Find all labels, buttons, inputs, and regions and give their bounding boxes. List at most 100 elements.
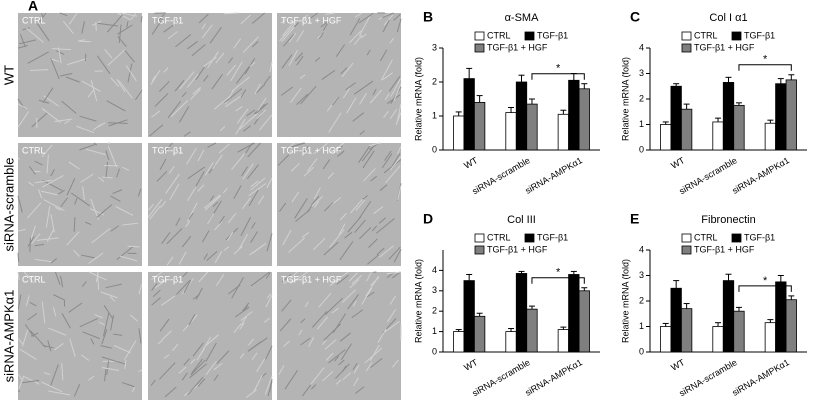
cell (250, 231, 258, 243)
cell (266, 233, 273, 252)
cell (188, 314, 196, 326)
cell (138, 284, 142, 295)
y-tick-label: 2 (639, 295, 644, 305)
cell (101, 367, 120, 371)
cell (52, 48, 72, 51)
cell (105, 150, 110, 160)
cell (219, 126, 226, 132)
cell (246, 389, 257, 398)
cell (197, 378, 206, 388)
cell (124, 340, 137, 360)
cell (204, 194, 221, 209)
cell (282, 34, 295, 47)
cell (347, 216, 362, 233)
cell (389, 156, 402, 171)
cell (288, 237, 306, 253)
cell (249, 61, 256, 68)
cell (393, 83, 402, 101)
column-label: TGF-β1 (152, 145, 183, 155)
cell (149, 124, 164, 137)
cell (198, 13, 209, 24)
chart-title: Fibronectin (701, 214, 755, 226)
cell (281, 54, 293, 69)
cell (195, 66, 205, 81)
cell (62, 20, 74, 34)
cell (230, 61, 243, 82)
cell (110, 195, 121, 202)
cell (281, 26, 295, 43)
cell (358, 16, 371, 37)
cell (87, 89, 95, 98)
cell (384, 321, 400, 333)
cell (203, 56, 217, 68)
cell (105, 161, 109, 178)
column-label: TGF-β1 (152, 15, 183, 25)
cell (247, 340, 262, 352)
cell (303, 166, 315, 177)
cell (203, 253, 208, 260)
x-tick-label: siRNA-scramble (470, 155, 531, 196)
cell (46, 154, 49, 174)
cell (41, 381, 63, 393)
cell (150, 379, 156, 386)
cell (241, 166, 248, 177)
cell (240, 89, 247, 98)
cell (264, 375, 273, 395)
chart-title: α-SMA (505, 12, 540, 24)
bar (453, 331, 465, 353)
micrograph (18, 272, 142, 400)
y-tick-label: 1 (639, 119, 644, 129)
cell (108, 119, 128, 127)
bar (557, 113, 570, 151)
cell (287, 142, 295, 150)
cell (182, 271, 188, 278)
cell (117, 36, 127, 47)
cell (263, 75, 271, 85)
cell (383, 110, 389, 118)
cell (60, 197, 69, 207)
cell (247, 142, 261, 158)
cell (170, 99, 189, 118)
cell (310, 367, 325, 385)
cell (231, 277, 244, 299)
cell (242, 36, 260, 53)
cell (386, 271, 402, 275)
cell (161, 295, 176, 306)
cell (187, 166, 206, 180)
cell (293, 22, 299, 28)
cell (369, 89, 383, 104)
cell (53, 294, 65, 301)
cell (341, 289, 356, 303)
cell (40, 190, 58, 196)
y-tick-label: 1 (432, 110, 437, 120)
cell (235, 118, 246, 135)
bar (557, 329, 570, 353)
cell (234, 306, 250, 318)
cell (240, 311, 253, 321)
cell (254, 103, 268, 115)
cell (251, 12, 265, 24)
cell (190, 88, 201, 100)
x-tick-label: siRNA-AMPKα1 (523, 357, 584, 398)
cell (233, 323, 242, 333)
cell (281, 299, 292, 312)
cell (347, 293, 360, 310)
cell (31, 233, 41, 245)
cell (233, 185, 242, 199)
y-tick-label: 0 (432, 144, 437, 154)
cell (154, 93, 169, 107)
cell (98, 321, 106, 326)
cell (181, 92, 187, 98)
cell (115, 206, 134, 216)
cell (113, 333, 123, 336)
cell (138, 369, 143, 372)
cell (34, 179, 52, 184)
legend-label: TGF-β1 + HGF (694, 42, 755, 52)
cell (219, 215, 225, 224)
panel-label: B (423, 9, 433, 25)
cell (353, 377, 359, 387)
cell (250, 180, 259, 188)
row-label: WT (1, 65, 16, 85)
